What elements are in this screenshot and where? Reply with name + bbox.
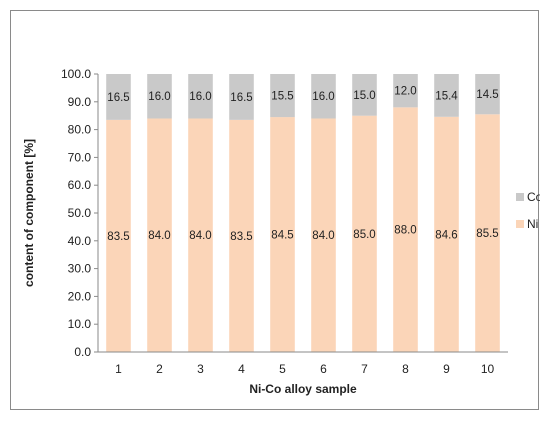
legend-label-co: Co — [527, 190, 540, 204]
data-label-ni-10: 85.5 — [476, 228, 498, 240]
data-label-co-8: 12.0 — [394, 86, 416, 98]
bar-co-3 — [188, 74, 213, 119]
y-tick-label: 40.0 — [68, 234, 92, 248]
x-tick-label: 1 — [115, 362, 122, 376]
data-label-ni-4: 83.5 — [230, 231, 252, 243]
x-tick-label: 10 — [481, 362, 495, 376]
bar-co-4 — [229, 74, 254, 120]
bar-ni-3 — [188, 118, 213, 352]
y-tick-label: 60.0 — [68, 178, 92, 192]
data-label-ni-8: 88.0 — [394, 225, 416, 237]
data-label-co-6: 16.0 — [312, 91, 334, 103]
x-tick-label: 4 — [238, 362, 245, 376]
bar-co-1 — [106, 74, 131, 120]
legend-swatch-co — [516, 193, 524, 201]
data-label-co-7: 15.0 — [353, 90, 375, 102]
data-label-ni-3: 84.0 — [189, 230, 211, 242]
data-label-co-2: 16.0 — [148, 91, 170, 103]
x-tick-label: 5 — [279, 362, 286, 376]
bar-ni-9 — [434, 116, 459, 352]
data-label-ni-1: 83.5 — [107, 231, 129, 243]
legend-label-ni: Ni — [527, 217, 538, 231]
bar-co-9 — [434, 74, 459, 117]
bar-co-2 — [147, 74, 172, 119]
legend-swatch-ni — [516, 220, 524, 228]
bar-ni-10 — [475, 114, 500, 352]
bar-ni-6 — [311, 118, 336, 352]
bar-ni-7 — [352, 115, 377, 352]
data-label-ni-7: 85.0 — [353, 229, 375, 241]
y-tick-label: 20.0 — [68, 289, 92, 303]
legend: Co Ni — [516, 190, 540, 231]
data-label-ni-9: 84.6 — [435, 229, 457, 241]
bar-ni-8 — [393, 107, 418, 352]
y-tick-label: 80.0 — [68, 123, 92, 137]
bar-co-8 — [393, 74, 418, 108]
x-tick-label: 6 — [320, 362, 327, 376]
x-tick-label: 2 — [156, 362, 163, 376]
y-tick-label: 0.0 — [74, 345, 91, 359]
data-label-ni-5: 84.5 — [271, 230, 293, 242]
bar-co-5 — [270, 74, 295, 118]
x-tick-label: 8 — [402, 362, 409, 376]
bar-ni-1 — [106, 119, 131, 353]
data-label-co-4: 16.5 — [230, 92, 252, 104]
y-tick-label: 30.0 — [68, 262, 92, 276]
bar-co-6 — [311, 74, 336, 119]
x-tick-label: 7 — [361, 362, 368, 376]
data-label-co-5: 15.5 — [271, 91, 293, 103]
stacked-bar-chart: 83.5 16.5 84.0 16.0 84.0 16.0 83.5 16.5 84.5 15.5… — [22, 67, 540, 396]
data-label-ni-6: 84.0 — [312, 230, 334, 242]
y-tick-label: 10.0 — [68, 317, 92, 331]
bar-co-7 — [352, 74, 377, 116]
y-tick-label: 70.0 — [68, 150, 92, 164]
bar-ni-4 — [229, 119, 254, 353]
bar-ni-2 — [147, 118, 172, 352]
bar-co-10 — [475, 74, 500, 115]
x-tick-label: 3 — [197, 362, 204, 376]
data-label-co-1: 16.5 — [107, 92, 129, 104]
y-tick-label: 50.0 — [68, 206, 92, 220]
x-axis-title: Ni-Co alloy sample — [249, 382, 357, 396]
data-label-co-3: 16.0 — [189, 91, 211, 103]
data-label-co-9: 15.4 — [435, 90, 458, 102]
x-tick-label: 9 — [443, 362, 450, 376]
data-label-ni-2: 84.0 — [148, 230, 170, 242]
y-axis-title: content of component [%] — [22, 139, 36, 287]
chart-frame: 83.5 16.5 84.0 16.0 84.0 16.0 83.5 16.5 84.5 15.5… — [10, 10, 540, 410]
bar-ni-5 — [270, 117, 295, 352]
y-tick-label: 90.0 — [68, 95, 92, 109]
y-tick-label: 100.0 — [61, 67, 91, 81]
data-label-co-10: 14.5 — [476, 89, 498, 101]
